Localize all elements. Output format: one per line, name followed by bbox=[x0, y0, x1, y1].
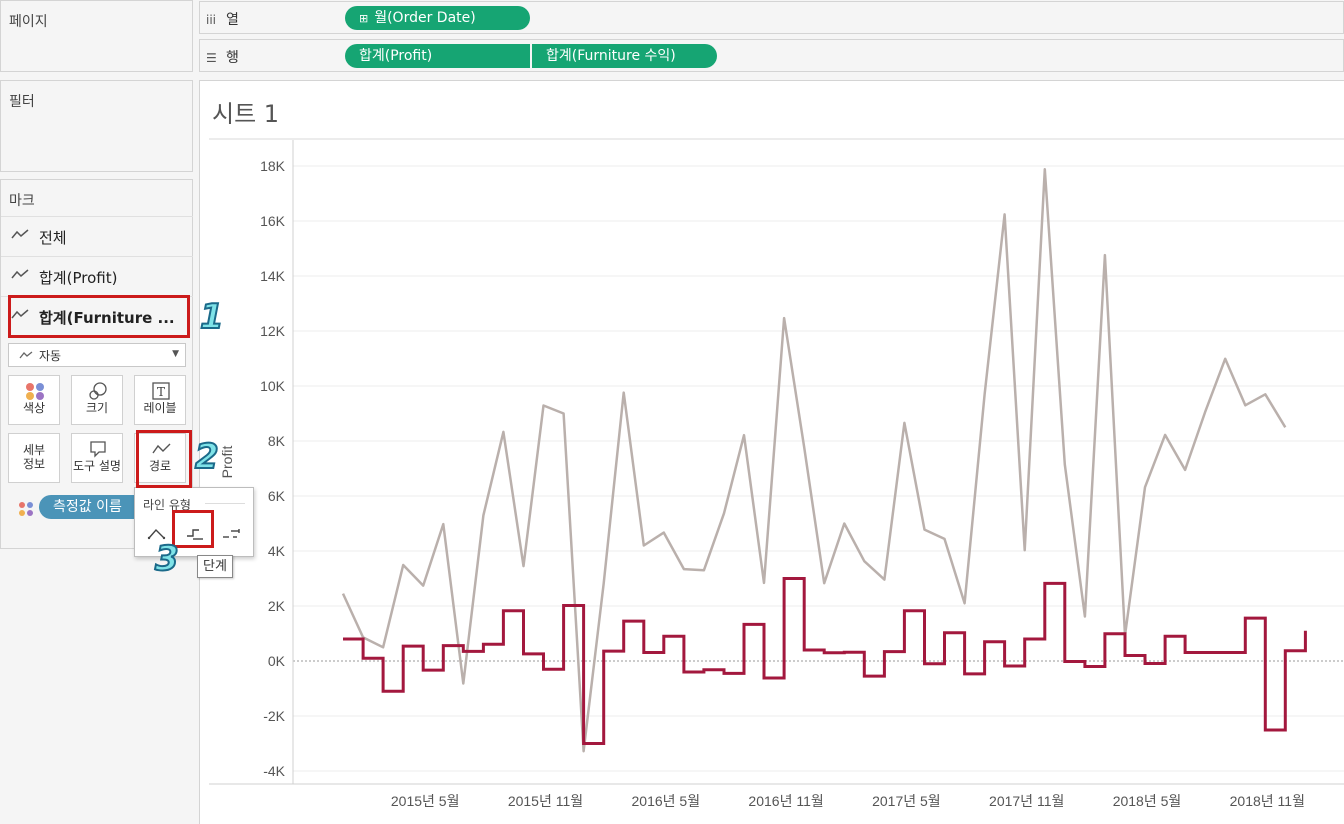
row-pill-furniture[interactable]: 합계(Furniture 수익) bbox=[532, 44, 717, 68]
rows-icon: ☰ bbox=[206, 51, 217, 65]
y-tick-label: 4K bbox=[268, 543, 286, 559]
linear-line-icon[interactable] bbox=[147, 526, 167, 542]
label-card[interactable]: T 레이블 bbox=[134, 375, 186, 425]
profit-series-line bbox=[341, 168, 1287, 753]
marks-row-label: 합계(Furniture ... bbox=[39, 309, 175, 327]
y-tick-label: -2K bbox=[263, 708, 285, 724]
mark-type-label: 자동 bbox=[39, 349, 62, 363]
x-tick-label: 2016년 11월 bbox=[748, 793, 823, 809]
marks-row-profit[interactable]: 합계(Profit) bbox=[1, 256, 193, 296]
pages-title: 페이지 bbox=[9, 14, 48, 30]
speech-bubble-icon bbox=[90, 441, 106, 458]
tooltip-card[interactable]: 도구 설명 bbox=[71, 433, 123, 483]
y-tick-label: 0K bbox=[268, 653, 286, 669]
column-pill-order-date[interactable]: ⊞ 월(Order Date) bbox=[345, 6, 530, 30]
x-tick-label: 2018년 11월 bbox=[1230, 793, 1305, 809]
card-label: 레이블 bbox=[143, 401, 177, 415]
text-label-icon: T bbox=[152, 382, 170, 400]
size-card[interactable]: 크기 bbox=[71, 375, 123, 425]
y-tick-label: 16K bbox=[260, 213, 286, 229]
marks-row-all[interactable]: 전체 bbox=[1, 216, 193, 256]
measure-names-label: 측정값 이름 bbox=[53, 499, 122, 515]
y-tick-label: 18K bbox=[260, 158, 286, 174]
marks-row-label: 합계(Profit) bbox=[39, 269, 118, 287]
columns-icon: iii bbox=[206, 13, 217, 27]
color-dots-icon bbox=[26, 383, 44, 400]
sheet-title: 시트 1 bbox=[212, 100, 280, 128]
size-icon bbox=[89, 382, 107, 400]
row-pill-profit[interactable]: 합계(Profit) bbox=[345, 44, 530, 68]
x-tick-label: 2016년 5월 bbox=[632, 793, 701, 809]
line-mark-icon bbox=[19, 351, 33, 359]
detail-card[interactable]: 세부 정보 bbox=[8, 433, 60, 483]
sheet-area bbox=[199, 80, 1344, 824]
marks-row-label: 전체 bbox=[39, 229, 67, 247]
divider bbox=[205, 503, 245, 504]
line-mark-icon bbox=[11, 269, 29, 279]
marks-panel: 마크 전체 합계(Profit) 합계(Furniture ... 자동 ▼ 색… bbox=[0, 179, 193, 549]
color-card[interactable]: 색상 bbox=[8, 375, 60, 425]
x-tick-label: 2018년 5월 bbox=[1113, 793, 1182, 809]
line-type-title: 라인 유형 bbox=[143, 498, 191, 512]
y-tick-label: 6K bbox=[268, 488, 286, 504]
card-label: 세부 정보 bbox=[22, 443, 46, 471]
rows-shelf-title: ☰ 행 bbox=[206, 47, 239, 67]
step-number: 1 bbox=[199, 297, 225, 337]
highlight-box bbox=[136, 430, 192, 488]
pill-label: 월(Order Date) bbox=[374, 10, 476, 26]
columns-label: 열 bbox=[226, 12, 239, 28]
pages-panel: 페이지 bbox=[0, 0, 193, 72]
y-tick-label: 14K bbox=[260, 268, 286, 284]
pill-label: 합계(Furniture 수익) bbox=[546, 48, 676, 64]
mark-type-dropdown[interactable]: 자동 ▼ bbox=[8, 343, 186, 367]
filters-title: 필터 bbox=[9, 94, 35, 110]
svg-text:T: T bbox=[157, 385, 165, 399]
path-card[interactable]: 경로 bbox=[134, 433, 186, 483]
x-tick-label: 2017년 11월 bbox=[989, 793, 1064, 809]
expand-icon: ⊞ bbox=[359, 12, 369, 25]
card-label: 도구 설명 bbox=[73, 459, 121, 473]
rows-shelf[interactable]: ☰ 행 합계(Profit) 합계(Furniture 수익) bbox=[199, 39, 1344, 72]
step-line-icon[interactable] bbox=[185, 526, 205, 542]
x-tick-label: 2015년 5월 bbox=[391, 793, 460, 809]
y-tick-label: -4K bbox=[263, 763, 285, 779]
line-mark-icon bbox=[11, 309, 29, 319]
jump-line-icon[interactable] bbox=[221, 526, 243, 542]
rows-label: 행 bbox=[226, 50, 239, 66]
chevron-down-icon: ▼ bbox=[172, 349, 179, 359]
line-chart[interactable]: -4K -2K 0K 2K 4K 6K 8K 10K 12K 14K 16K 18K Profit 201… bbox=[199, 80, 1344, 824]
filters-panel: 필터 bbox=[0, 80, 193, 172]
card-label: 색상 bbox=[22, 401, 46, 415]
tooltip-label: 단계 bbox=[203, 559, 227, 574]
x-tick-label: 2015년 11월 bbox=[508, 793, 583, 809]
marks-title: 마크 bbox=[9, 193, 35, 209]
path-line-icon bbox=[152, 443, 171, 454]
y-axis-label: Profit bbox=[219, 446, 235, 479]
card-label: 경로 bbox=[148, 459, 172, 473]
left-bottom-area bbox=[0, 549, 193, 824]
y-tick-label: 8K bbox=[268, 433, 286, 449]
x-tick-label: 2017년 5월 bbox=[872, 793, 941, 809]
step-number: 2 bbox=[194, 437, 220, 477]
highlight-box bbox=[172, 510, 214, 548]
pill-label: 합계(Profit) bbox=[359, 48, 433, 64]
columns-shelf-title: iii 열 bbox=[206, 9, 239, 29]
highlight-box bbox=[8, 295, 190, 338]
columns-shelf[interactable]: iii 열 ⊞ 월(Order Date) bbox=[199, 1, 1344, 34]
step-tooltip: 단계 bbox=[197, 555, 233, 578]
card-label: 크기 bbox=[85, 401, 109, 415]
measure-names-pill[interactable]: 측정값 이름 bbox=[39, 495, 149, 519]
y-tick-label: 2K bbox=[268, 598, 286, 614]
furniture-series-step-line bbox=[343, 577, 1307, 745]
y-tick-label: 12K bbox=[260, 323, 286, 339]
step-number: 3 bbox=[154, 539, 180, 579]
y-tick-label: 10K bbox=[260, 378, 286, 394]
color-dots-icon bbox=[19, 502, 33, 516]
line-mark-icon bbox=[11, 229, 29, 239]
